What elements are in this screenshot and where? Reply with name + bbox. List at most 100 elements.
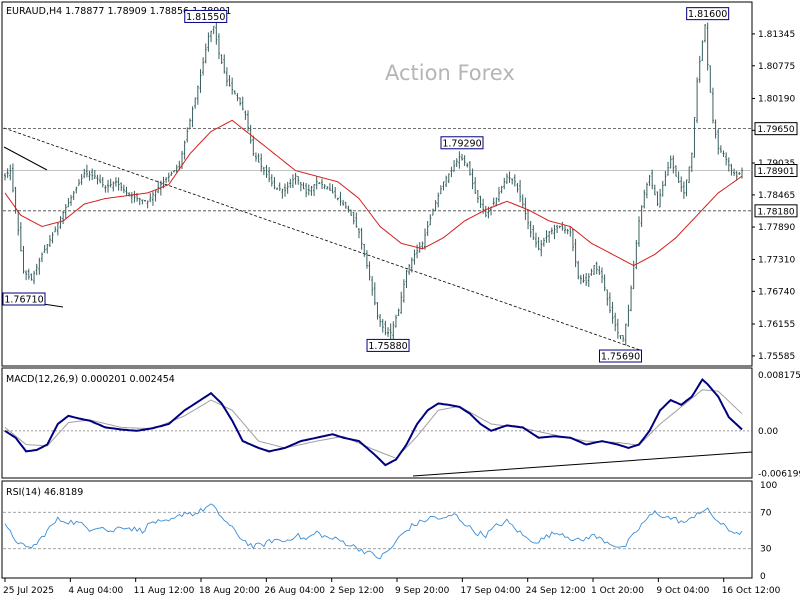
price-tick-label-6: 1.77890 xyxy=(758,223,795,233)
candle-39 xyxy=(107,179,110,193)
candle-35 xyxy=(96,174,99,185)
candle-250 xyxy=(664,170,667,187)
candle-48 xyxy=(130,192,133,204)
candle-205 xyxy=(545,230,548,243)
price-label-5: 1.76710 xyxy=(4,295,43,306)
candle-265 xyxy=(704,24,707,43)
candle-89 xyxy=(239,97,242,106)
candle-96 xyxy=(257,153,260,163)
candle-2 xyxy=(9,164,12,181)
candle-201 xyxy=(534,232,537,248)
candle-213 xyxy=(566,228,569,235)
x-tick-label-2: 11 Aug 12:00 xyxy=(134,586,195,596)
candle-158 xyxy=(421,241,424,250)
candle-110 xyxy=(294,172,297,185)
price-tick-label-10: 1.75585 xyxy=(758,352,795,362)
rsi-tick-label-0: 100 xyxy=(760,481,777,491)
candle-55 xyxy=(149,193,152,203)
price-tick-label-8: 1.76740 xyxy=(758,287,795,297)
candle-106 xyxy=(284,183,287,197)
candle-198 xyxy=(527,210,530,230)
axis-layer: 1.813451.807751.801901.796201.790351.784… xyxy=(3,30,800,596)
x-tick-label-0: 25 Jul 2025 xyxy=(3,586,54,596)
candle-157 xyxy=(418,242,421,253)
x-tick-label-5: 2 Sep 12:00 xyxy=(330,586,385,596)
moving-average-line xyxy=(4,119,743,267)
x-tick-label-9: 1 Oct 20:00 xyxy=(591,586,644,596)
candle-166 xyxy=(442,181,445,191)
candle-19 xyxy=(54,226,57,233)
price-label-box-0 xyxy=(184,9,228,23)
candle-188 xyxy=(500,185,503,194)
macd-tick-label-2: -0.006199 xyxy=(758,469,800,479)
candle-37 xyxy=(101,176,104,188)
candle-79 xyxy=(212,25,215,35)
candle-51 xyxy=(138,197,141,206)
candle-270 xyxy=(717,129,720,155)
candle-175 xyxy=(466,162,469,168)
candle-87 xyxy=(233,90,236,95)
candle-248 xyxy=(659,188,662,208)
candle-131 xyxy=(350,209,353,216)
candle-103 xyxy=(276,187,279,191)
candle-187 xyxy=(497,186,500,202)
candle-34 xyxy=(93,169,96,179)
candle-90 xyxy=(241,96,244,111)
candle-24 xyxy=(67,198,70,208)
candle-119 xyxy=(318,182,321,184)
candle-136 xyxy=(363,243,366,257)
price-label-1: 1.81600 xyxy=(688,9,727,20)
candle-226 xyxy=(600,267,603,284)
candle-71 xyxy=(191,106,194,128)
rsi-tick-label-3: 0 xyxy=(760,572,766,582)
candle-222 xyxy=(590,268,593,276)
candle-130 xyxy=(347,205,350,213)
candle-210 xyxy=(558,225,561,229)
rsi-line xyxy=(4,503,743,560)
candle-260 xyxy=(690,152,693,172)
candle-266 xyxy=(706,22,709,71)
price-label-box-1 xyxy=(686,7,730,21)
candle-100 xyxy=(268,167,271,183)
price-label-2: 1.79290 xyxy=(442,138,481,149)
candle-133 xyxy=(355,212,358,228)
candle-156 xyxy=(416,244,419,259)
candle-36 xyxy=(99,174,102,184)
candle-98 xyxy=(262,166,265,176)
candle-144 xyxy=(384,320,387,336)
candle-83 xyxy=(223,54,226,74)
candle-109 xyxy=(291,174,294,189)
candle-163 xyxy=(434,200,437,212)
candle-9 xyxy=(27,268,30,280)
candle-259 xyxy=(688,166,691,184)
candle-63 xyxy=(170,171,173,176)
candle-77 xyxy=(207,32,210,52)
candle-179 xyxy=(476,190,479,203)
candle-45 xyxy=(122,184,125,194)
candle-137 xyxy=(365,250,368,269)
candle-278 xyxy=(738,172,741,175)
price-label-0: 1.81550 xyxy=(186,12,225,23)
price-label-box-3 xyxy=(366,338,410,352)
price-tick-label-2: 1.80190 xyxy=(758,94,795,104)
candle-173 xyxy=(460,153,463,161)
candle-171 xyxy=(455,158,458,168)
candle-159 xyxy=(424,228,427,250)
price-tick-label-5: 1.78465 xyxy=(758,191,795,201)
macd-line xyxy=(4,377,743,467)
candle-29 xyxy=(80,173,83,185)
candle-203 xyxy=(540,239,543,257)
candle-120 xyxy=(320,178,323,189)
candle-132 xyxy=(352,212,355,225)
candle-117 xyxy=(313,184,316,196)
candle-135 xyxy=(360,227,363,250)
price-label-3: 1.75880 xyxy=(368,341,407,352)
candle-195 xyxy=(519,179,522,203)
candle-82 xyxy=(220,54,223,65)
macd-header: MACD(12,26,9) 0.000201 0.002454 xyxy=(6,374,175,385)
candle-16 xyxy=(46,244,49,254)
price-label-box-2 xyxy=(440,136,484,150)
candle-269 xyxy=(714,119,717,139)
level-label-0: 1.79650 xyxy=(757,125,794,135)
macd-tick-label-1: 0.00 xyxy=(758,427,778,437)
